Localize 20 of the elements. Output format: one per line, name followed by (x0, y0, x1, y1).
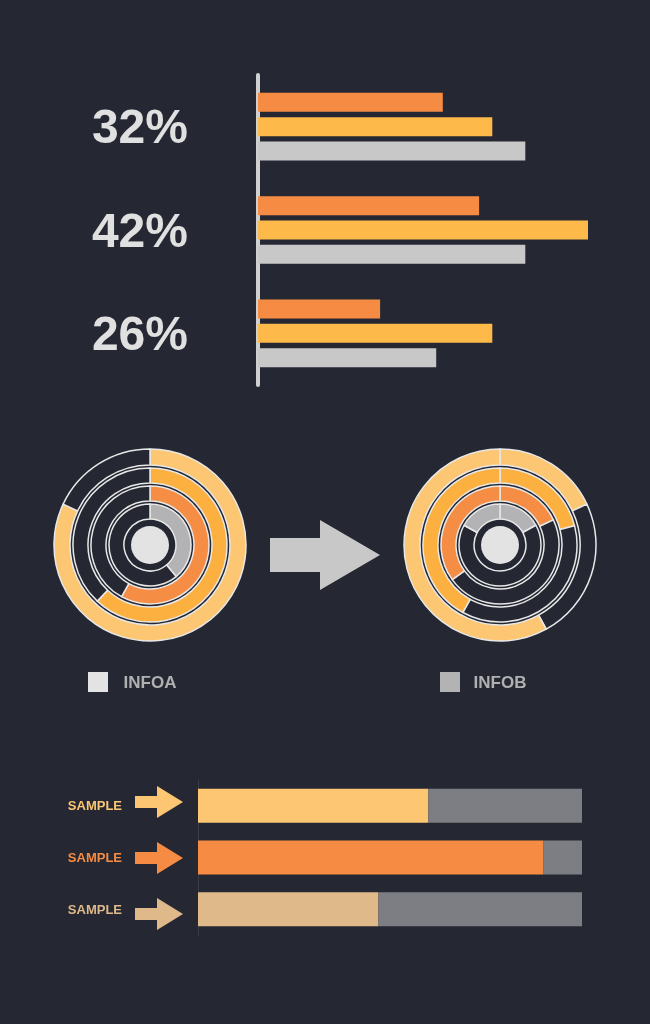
y-tick-label: 26% (91, 306, 188, 360)
bar (258, 117, 493, 137)
y-tick-label: SAMPLE (67, 850, 123, 865)
y-tick-label: 32% (91, 100, 188, 154)
bar (258, 196, 480, 216)
bar (198, 840, 544, 875)
bar (198, 892, 379, 927)
bar (258, 323, 493, 343)
bar (258, 299, 381, 319)
text: INFOB (473, 673, 527, 692)
y-tick-label: 42% (91, 203, 188, 257)
bar (258, 92, 443, 112)
text: INFOA (123, 673, 177, 692)
y-tick-label: SAMPLE (67, 798, 123, 814)
y-tick-label: SAMPLE (67, 901, 123, 917)
bar (428, 788, 582, 823)
bar (198, 788, 429, 823)
bar (258, 220, 588, 240)
bar (543, 840, 582, 875)
bar (378, 892, 582, 927)
